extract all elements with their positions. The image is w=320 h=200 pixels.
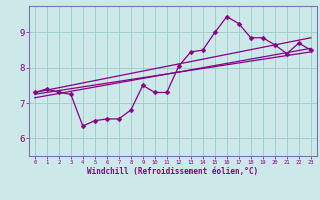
X-axis label: Windchill (Refroidissement éolien,°C): Windchill (Refroidissement éolien,°C)	[87, 167, 258, 176]
